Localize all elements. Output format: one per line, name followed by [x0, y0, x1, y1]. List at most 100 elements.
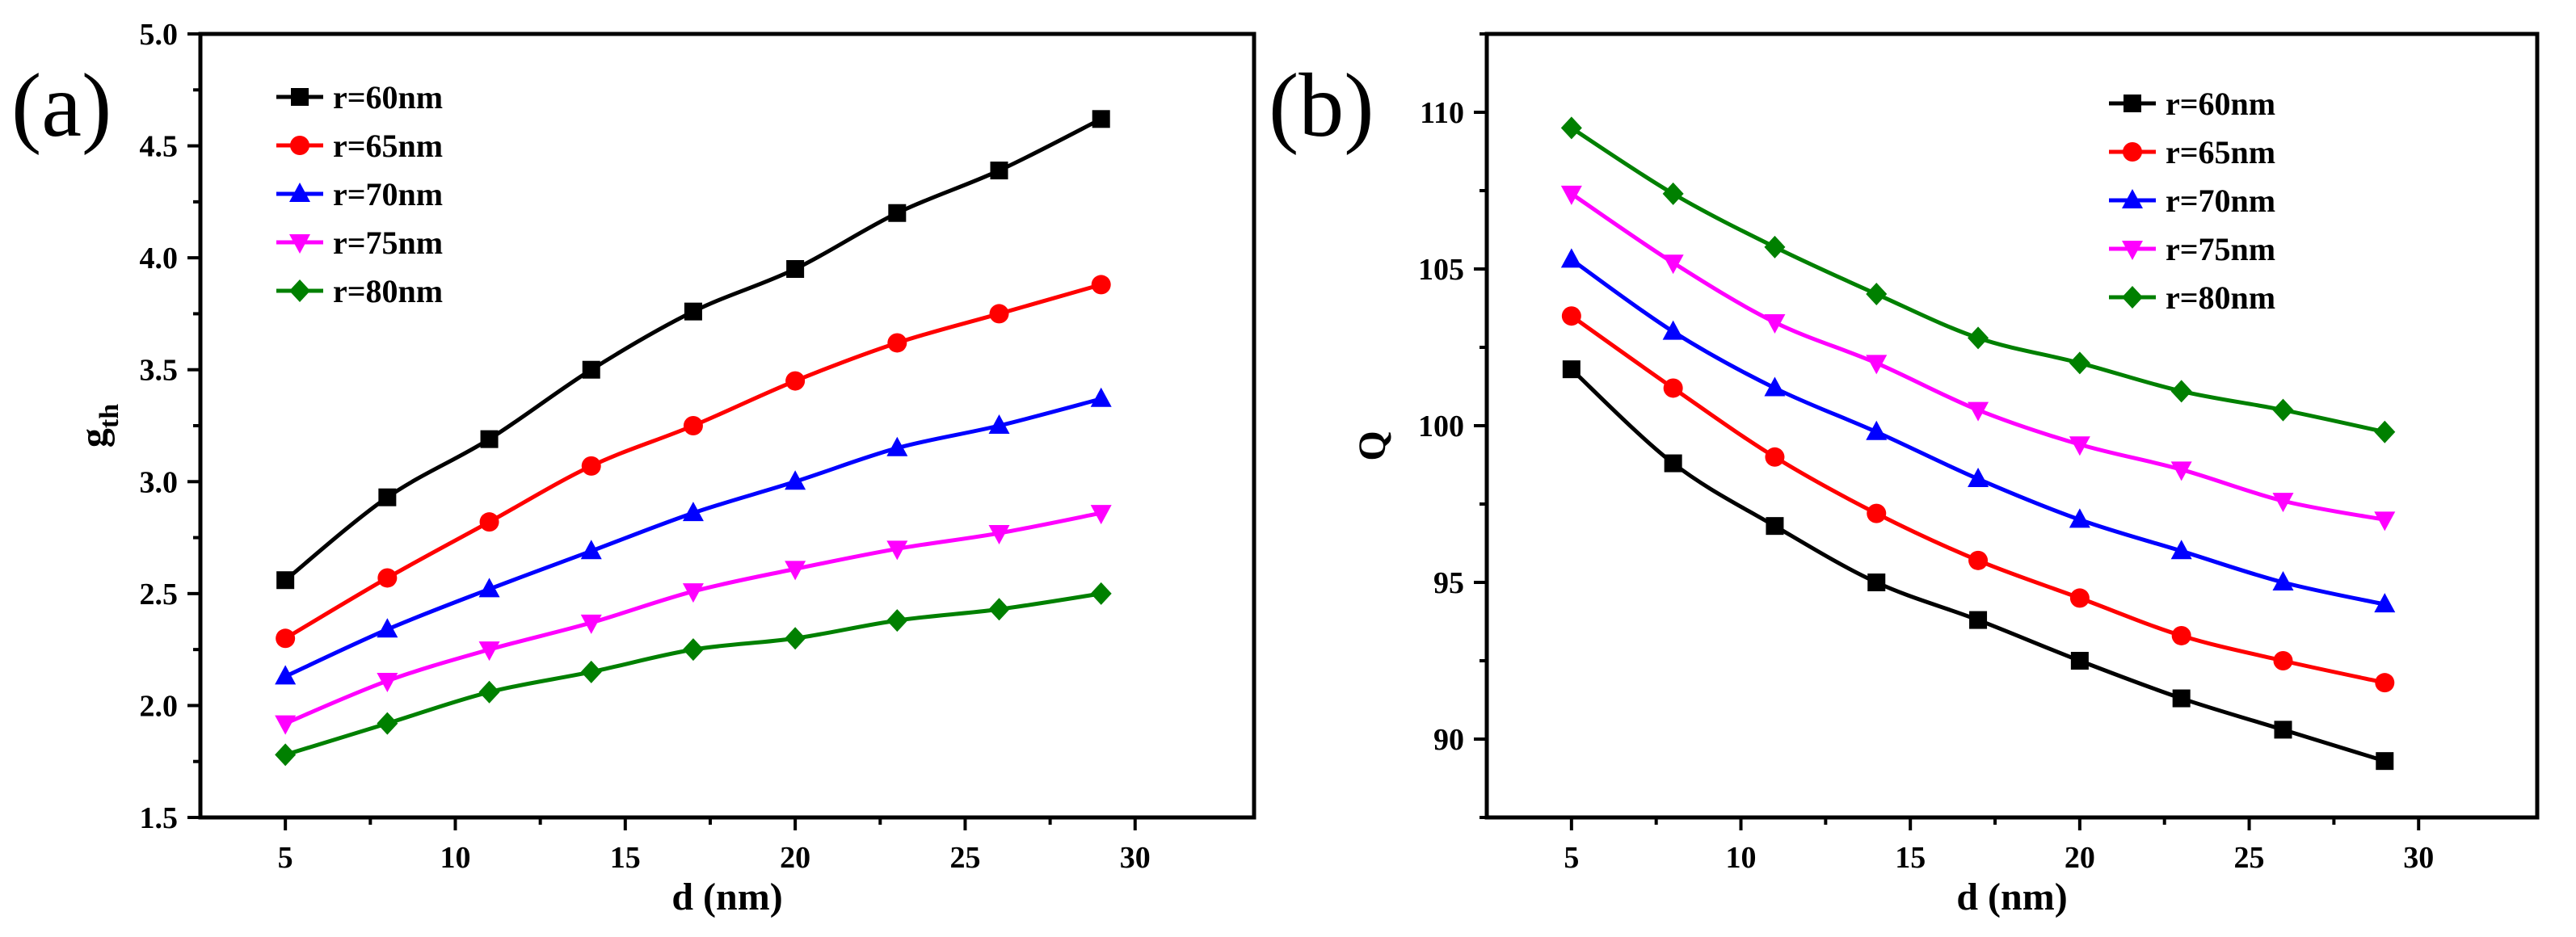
data-point [682, 583, 704, 603]
series-r=70nm [275, 387, 1112, 685]
x-axis-title: d (nm) [1956, 876, 2067, 918]
data-point [276, 571, 295, 590]
data-point [682, 638, 704, 662]
data-point [2375, 673, 2395, 693]
x-tick-label: 5 [1564, 841, 1579, 875]
legend-item: r=75nm [2109, 231, 2275, 267]
legend: r=60nm r=65nm r=70nm r=75nm r=80nm [2109, 86, 2275, 316]
data-point [786, 260, 805, 278]
data-point [377, 712, 398, 735]
data-point [2170, 380, 2192, 403]
legend-item: r=80nm [276, 273, 443, 309]
y-tick-label: 3.0 [140, 465, 179, 499]
legend-item: r=70nm [2109, 183, 2275, 219]
data-point [2273, 651, 2293, 670]
data-point [581, 456, 601, 476]
data-point [683, 416, 703, 435]
legend-item: r=65nm [276, 128, 443, 164]
x-tick-label: 20 [2065, 841, 2095, 875]
data-point [1561, 306, 1581, 326]
data-point [582, 360, 600, 379]
legend-marker [2122, 241, 2143, 260]
panel-label: (a) [11, 56, 112, 156]
data-point [1866, 355, 1888, 375]
data-point [1867, 574, 1886, 591]
y-axis-title-subscript: th [95, 404, 124, 428]
data-point [988, 598, 1010, 621]
x-tick-label: 15 [1895, 841, 1926, 875]
data-point [1090, 505, 1112, 525]
data-point [1562, 360, 1581, 379]
data-point [1764, 235, 1786, 258]
series-r=65nm [276, 275, 1111, 649]
data-point [887, 333, 907, 353]
data-point [2069, 436, 2090, 456]
data-point [377, 672, 398, 692]
data-point [276, 628, 296, 649]
data-point [886, 540, 908, 561]
x-tick-label: 30 [1120, 841, 1151, 875]
data-point [785, 371, 806, 391]
data-point [1766, 517, 1784, 536]
legend-label: r=80nm [2166, 279, 2275, 316]
data-point [988, 525, 1010, 545]
series-line [283, 511, 1104, 726]
y-tick-label: 4.0 [140, 242, 179, 275]
data-point [377, 568, 398, 588]
data-point [1764, 313, 1786, 334]
legend-marker [2122, 189, 2143, 208]
data-point [2069, 588, 2090, 608]
data-point [1968, 467, 1989, 487]
y-tick-label: 3.5 [140, 354, 179, 388]
panel-label: (b) [1269, 56, 1374, 156]
data-point [275, 665, 297, 685]
data-point [785, 470, 806, 490]
x-tick-label: 25 [949, 841, 980, 875]
legend: r=60nm r=65nm r=70nm r=75nm r=80nm [276, 79, 443, 309]
data-point [1664, 454, 1682, 473]
data-point [1560, 116, 1582, 140]
y-tick-label: 90 [1433, 723, 1464, 757]
data-point [1090, 387, 1112, 407]
y-axis-title: gth [73, 404, 124, 447]
data-point [2272, 571, 2294, 590]
legend-item: r=75nm [276, 225, 443, 261]
data-point [478, 578, 500, 598]
legend-label: r=80nm [333, 273, 443, 309]
data-point [377, 618, 398, 638]
data-point [1969, 611, 1988, 629]
legend-item: r=65nm [2109, 134, 2275, 170]
data-point [990, 162, 1008, 180]
x-tick-label: 5 [278, 841, 293, 875]
legend-item: r=60nm [2109, 86, 2275, 122]
x-tick-label: 30 [2403, 841, 2434, 875]
data-point [2069, 508, 2090, 528]
data-point [1663, 378, 1683, 398]
data-point [480, 430, 499, 448]
legend-label: r=75nm [2166, 231, 2275, 267]
data-point [2272, 398, 2294, 422]
data-point [888, 204, 907, 222]
y-axis-title-main: Q [1351, 431, 1394, 460]
legend-marker [289, 234, 310, 254]
plot-frame [1484, 32, 2540, 820]
data-point [1560, 248, 1582, 268]
data-point [2171, 625, 2191, 645]
legend-marker [289, 279, 310, 302]
data-point [1662, 182, 1684, 205]
data-point [580, 660, 602, 683]
data-point [2274, 721, 2292, 739]
legend-marker [289, 183, 310, 202]
data-point [2376, 752, 2394, 771]
data-point [1866, 420, 1888, 440]
legend-item: r=60nm [276, 79, 443, 116]
data-point [479, 512, 499, 532]
x-tick-label: 10 [1726, 841, 1757, 875]
series-r=60nm [276, 110, 1110, 590]
y-tick-label: 2.0 [140, 689, 179, 723]
data-point [2170, 461, 2192, 481]
legend-label: r=75nm [333, 225, 443, 261]
data-point [2374, 511, 2396, 532]
series-r=65nm [1561, 306, 2395, 693]
data-point [1662, 254, 1684, 275]
